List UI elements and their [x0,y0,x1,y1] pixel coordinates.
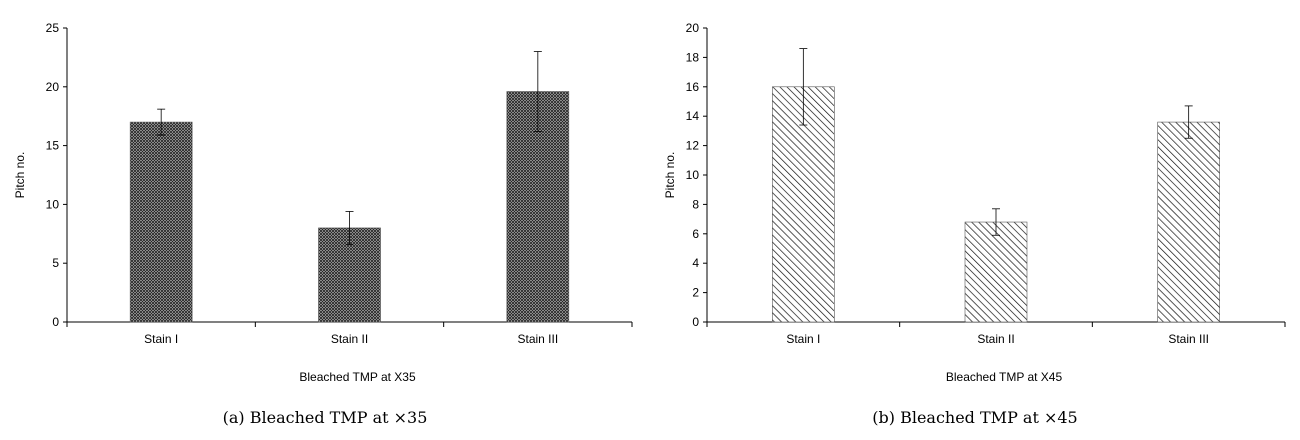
x-axis-title: Bleached TMP at X35 [299,370,416,384]
y-tick-label: 8 [692,197,699,211]
x-axis-title: Bleached TMP at X45 [946,370,1063,384]
y-tick-label: 10 [46,197,60,211]
x-tick-label: Stain II [331,332,368,346]
bar-stain-i [129,121,193,323]
y-tick-label: 4 [692,256,699,270]
caption-b: (b) Bleached TMP at ×45 [872,408,1078,427]
y-tick-label: 2 [692,286,699,300]
y-axis-title: Pitch no. [13,152,27,199]
chart-b: 0 2 4 6 8 10 12 14 16 18 20 Stain I Stain II Stain II… [663,21,1286,384]
y-tick-label: 16 [686,80,700,94]
x-tick-label: Stain III [1168,332,1209,346]
x-tick-label: Stain III [517,332,558,346]
x-tick-label: Stain II [977,332,1014,346]
bar-stain-iii [1157,121,1220,323]
caption-a: (a) Bleached TMP at ×35 [222,408,428,427]
y-tick-label: 5 [52,256,59,270]
y-tick-label: 20 [46,80,60,94]
y-tick-label: 0 [52,315,59,329]
y-tick-label: 20 [686,21,700,35]
x-tick-label: Stain I [786,332,820,346]
y-tick-label: 6 [692,227,699,241]
y-tick-label: 15 [46,139,60,153]
y-tick-label: 14 [686,109,700,123]
x-tick-label: Stain I [144,332,178,346]
y-tick-label: 25 [46,21,60,35]
y-tick-label: 0 [692,315,699,329]
y-tick-label: 12 [686,139,700,153]
y-axis-title: Pitch no. [663,152,677,199]
y-tick-label: 18 [686,50,700,64]
bar-stain-ii [964,221,1028,323]
y-tick-label: 10 [686,168,700,182]
chart-a: 0 5 10 15 20 25 Stain I Stain II Stain III Bleach… [13,21,633,384]
